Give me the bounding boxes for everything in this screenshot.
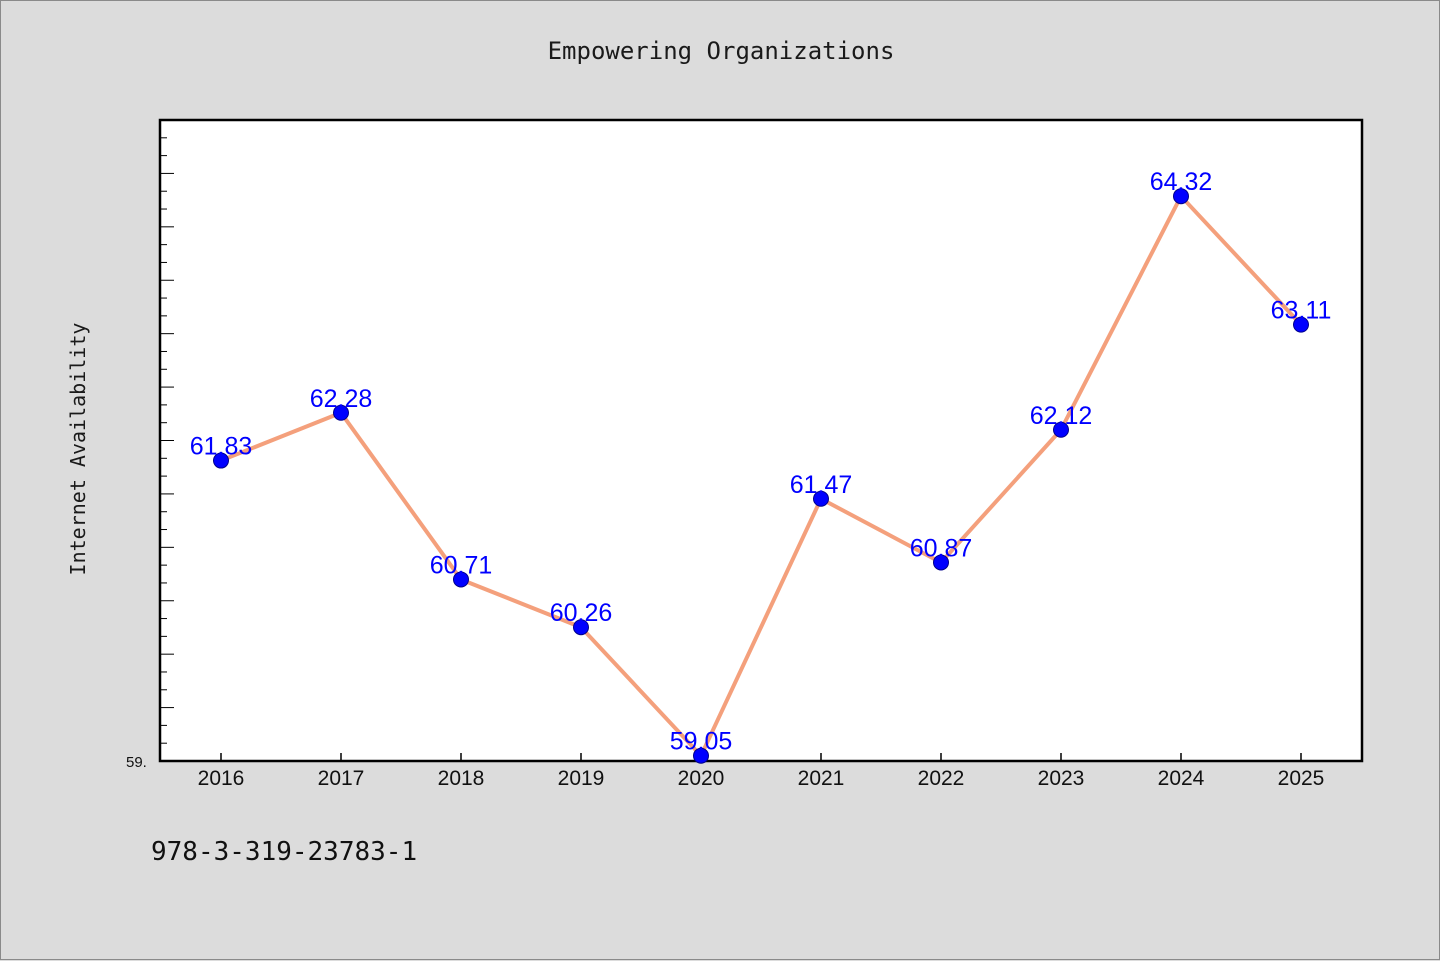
series-line bbox=[220, 194, 1303, 758]
data-point bbox=[333, 404, 349, 421]
data-point bbox=[693, 747, 709, 764]
x-tick-label: 2019 bbox=[558, 767, 605, 790]
data-point bbox=[1293, 316, 1309, 333]
data-label: 62.12 bbox=[1030, 402, 1093, 430]
x-tick-label: 2022 bbox=[918, 767, 965, 790]
data-label: 60.87 bbox=[910, 534, 973, 562]
x-tick-label: 2025 bbox=[1278, 767, 1325, 790]
data-label: 60.26 bbox=[550, 599, 613, 627]
data-point bbox=[1173, 188, 1189, 205]
chart-title: Empowering Organizations bbox=[547, 37, 895, 65]
data-label: 62.28 bbox=[310, 385, 373, 413]
data-point bbox=[813, 490, 829, 507]
x-tick-label: 2017 bbox=[318, 767, 365, 790]
x-axis-tick-labels: 2016 2017 2018 2019 2020 2021 2022 2023 2024 2025 bbox=[198, 767, 1325, 790]
data-point bbox=[573, 619, 589, 636]
data-label: 61.83 bbox=[190, 433, 253, 461]
plot-area bbox=[158, 118, 1364, 763]
x-tick-label: 2023 bbox=[1038, 767, 1085, 790]
data-point bbox=[213, 452, 229, 469]
data-point bbox=[933, 554, 949, 571]
data-label: 61.47 bbox=[790, 471, 853, 499]
data-label: 63.11 bbox=[1271, 297, 1332, 325]
isbn-footer: 978-3-319-23783-1 bbox=[151, 837, 418, 867]
x-tick-label: 2018 bbox=[438, 767, 485, 790]
data-point bbox=[453, 571, 469, 588]
data-label: 59.05 bbox=[670, 728, 733, 756]
x-tick-label: 2020 bbox=[678, 767, 725, 790]
y-axis-ticks bbox=[160, 119, 174, 762]
data-label: 64.32 bbox=[1150, 168, 1213, 196]
x-tick-label: 2021 bbox=[798, 767, 845, 790]
data-label: 60.71 bbox=[430, 551, 493, 579]
data-labels: 61.83 62.28 60.71 60.26 59.05 61.47 60.87 62.12… bbox=[190, 168, 1332, 755]
data-points bbox=[213, 188, 1309, 764]
data-point bbox=[1053, 421, 1069, 438]
y-tick-label: 59. bbox=[126, 754, 147, 771]
x-tick-label: 2024 bbox=[1158, 767, 1205, 790]
x-tick-label: 2016 bbox=[198, 767, 245, 790]
